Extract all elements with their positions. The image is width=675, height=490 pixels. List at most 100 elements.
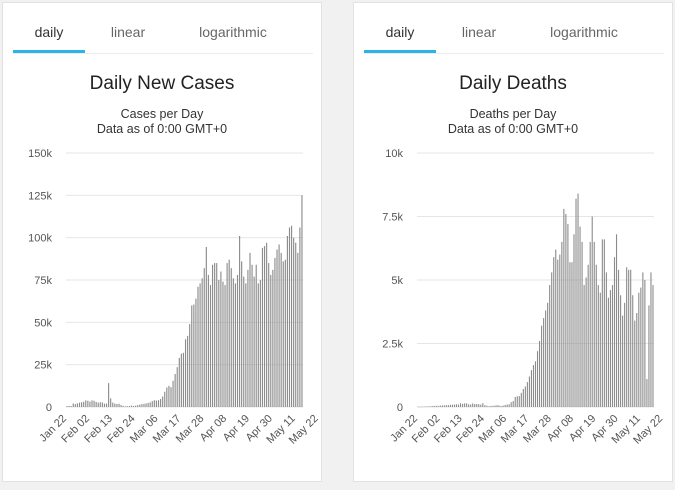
bar [126,406,128,407]
bar [447,405,449,407]
data-date-note: Data as of 0:00 GMT+0 [96,122,228,136]
bar [455,404,458,407]
bar [232,278,234,407]
bar [207,274,209,407]
bar [611,285,614,407]
bar [530,370,532,407]
bar [211,264,214,407]
bar [528,376,530,407]
bar [245,283,247,407]
bar [642,272,644,407]
bar [500,406,502,407]
bar [421,406,423,408]
bar [145,403,147,407]
tab-daily[interactable]: daily [364,17,436,53]
y-tick-label: 75k [34,275,52,287]
bar [451,404,453,407]
bar [510,402,512,407]
tab-logarithmic[interactable]: logarithmic [550,24,618,40]
bar [162,396,164,407]
bar [297,252,299,407]
bar [459,403,462,407]
bar [538,340,541,407]
bar [603,239,605,407]
bar [108,383,110,407]
bar [276,249,278,407]
bar [251,264,253,407]
bar [551,272,553,407]
data-date-note: Data as of 0:00 GMT+0 [447,122,579,136]
bar [182,352,185,407]
bar [589,241,591,407]
bar [453,404,456,407]
bar [457,404,460,407]
bar [120,404,122,407]
bar [577,193,579,407]
bar [443,405,445,407]
bar [557,259,559,407]
bar [293,237,295,407]
bar [630,269,632,407]
bar [174,373,176,407]
bar [520,392,522,407]
bar [508,404,510,407]
chart-subtitle: Deaths per Day [469,107,557,121]
bar [270,274,272,407]
tab-linear[interactable]: linear [110,24,146,40]
bar [449,404,451,407]
tab-daily[interactable]: daily [13,17,85,53]
bar [149,402,151,407]
y-tick-label: 100k [28,233,52,245]
bar [644,280,646,407]
bar [239,235,241,407]
bar [615,234,618,407]
bar [187,335,189,407]
bar [468,404,470,407]
bar [650,272,652,407]
bar [624,302,626,407]
bar [137,405,139,407]
tab-linear[interactable]: linear [461,24,497,40]
bar [524,386,526,407]
chart-title: Daily Deaths [459,73,567,94]
bar [99,402,101,407]
bar [85,400,87,407]
bar [429,406,431,407]
bar [583,285,585,407]
bar [555,249,557,407]
bar [565,213,567,407]
y-tick-label: 10k [385,148,403,160]
bar [516,396,518,407]
bar [263,246,266,407]
bar [553,257,555,407]
bar [462,403,464,407]
bar [605,272,607,407]
bar [567,224,569,407]
bar [441,405,443,407]
bar [105,403,108,407]
bar [101,402,103,407]
bar [164,391,166,407]
bar [189,324,191,407]
tab-logarithmic[interactable]: logarithmic [199,24,267,40]
bar [622,315,624,407]
bar [241,261,243,407]
bar [620,295,622,407]
bar [74,404,76,407]
bar [130,405,133,407]
bar [301,195,303,407]
bar [81,402,83,407]
bar [282,261,284,407]
bar [587,264,589,407]
bar [425,406,427,407]
bar [166,387,168,407]
bar [89,401,91,407]
bar [72,403,74,407]
bar [579,226,581,407]
bar [478,404,480,407]
bar [266,242,268,407]
bar [536,351,539,407]
bar [626,267,628,407]
bar [634,320,636,407]
